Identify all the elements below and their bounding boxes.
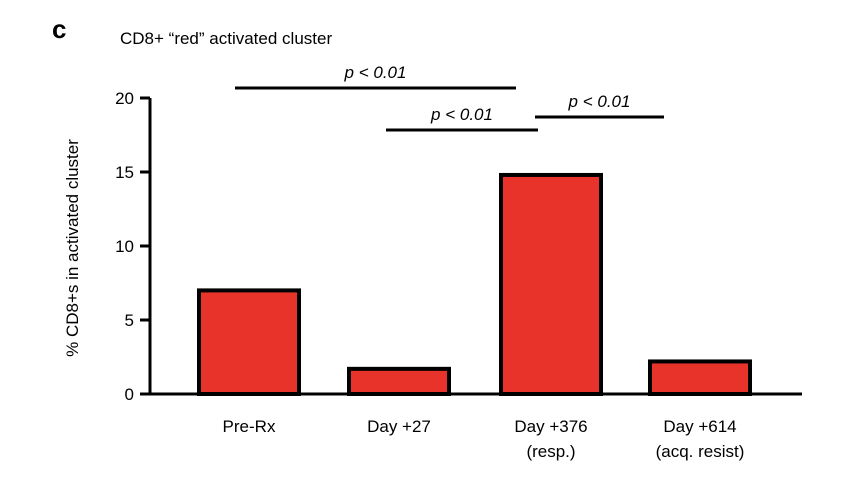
y-ticks-group: 0 5 10 15 20 — [115, 89, 150, 404]
y-axis-label: % CD8+s in activated cluster — [63, 139, 82, 357]
bar-1 — [197, 288, 301, 396]
y-tick-label-5: 5 — [125, 311, 134, 330]
y-tick-label-20: 20 — [115, 89, 134, 108]
panel-letter: c — [52, 14, 66, 44]
bar-3 — [499, 172, 603, 396]
bars-group — [197, 172, 752, 397]
x-labels-group: Pre-Rx Day +27 Day +376 (resp.) Day +614 (acq… — [223, 417, 745, 461]
y-tick-label-10: 10 — [115, 237, 134, 256]
significance-group: p < 0.01 p < 0.01 p < 0.01 — [235, 63, 664, 132]
chart-title: CD8+ “red” activated cluster — [120, 29, 332, 48]
y-tick-label-0: 0 — [125, 385, 134, 404]
significance-label-3: p < 0.01 — [568, 92, 631, 111]
x-label-4: Day +614 — [663, 417, 736, 436]
x-label-2: Day +27 — [367, 417, 431, 436]
x-label-3: Day +376 — [514, 417, 587, 436]
x-sublabel-4: (acq. resist) — [656, 442, 745, 461]
significance-label-1: p < 0.01 — [344, 63, 407, 82]
x-label-1: Pre-Rx — [223, 417, 276, 436]
significance-label-2: p < 0.01 — [430, 105, 493, 124]
bar-4 — [648, 359, 752, 397]
bar-2 — [347, 366, 451, 396]
x-sublabel-3: (resp.) — [526, 442, 575, 461]
y-tick-label-15: 15 — [115, 163, 134, 182]
